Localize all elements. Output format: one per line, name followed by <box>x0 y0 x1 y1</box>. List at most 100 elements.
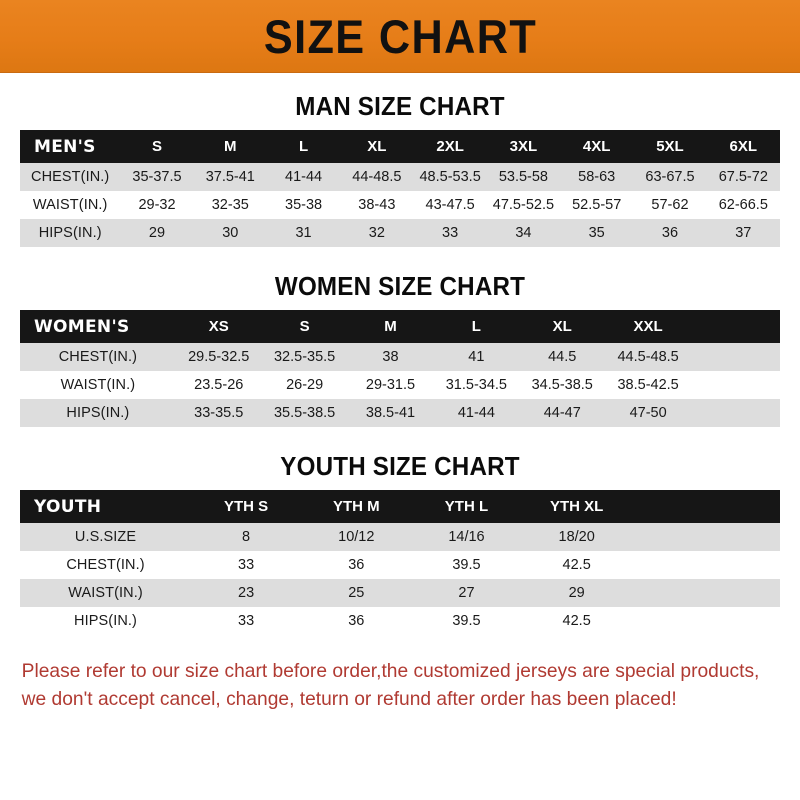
man-cell-r0-c1: 37.5-41 <box>205 169 255 185</box>
women-cell-r0-c0: 29.5-32.5 <box>188 349 250 365</box>
man-cell-r0-c3: 44-48.5 <box>352 169 402 185</box>
women-cell-r0-c1: 32.5-35.5 <box>273 349 336 365</box>
man-header-row: MEN'S S M L XL 2XL 3XL 4XL 5XL 6XL <box>20 130 780 163</box>
women-cell-r1-c4: 34.5-38.5 <box>531 377 593 393</box>
youth-cell-r3-c1: 36 <box>348 613 365 629</box>
youth-row-label-3: HIPS(IN.) <box>74 613 137 629</box>
section-youth: YOUTH SIZE CHART YOUTH YTH S YTH M YTH L YTH… <box>0 453 800 635</box>
man-corner-label: MEN'S <box>34 136 96 157</box>
youth-row-label-2: WAIST(IN.) <box>68 585 143 601</box>
women-table-head: WOMEN'S XS S M L XL XXL <box>20 310 780 343</box>
man-cell-r0-c0: 35-37.5 <box>132 169 182 185</box>
women-size-header-5: XXL <box>633 318 663 335</box>
table-row: HIPS(IN.) 29 30 31 32 33 34 35 36 37 <box>20 219 780 247</box>
section-title-man: MAN SIZE CHART <box>295 91 505 121</box>
order-policy-note-line-2: we don't accept cancel, change, teturn o… <box>21 688 677 711</box>
man-cell-r0-c4: 48.5-53.5 <box>419 169 481 185</box>
man-cell-r1-c5: 47.5-52.5 <box>492 197 555 213</box>
youth-cell-r3-c0: 33 <box>238 613 255 629</box>
youth-cell-r2-c1: 25 <box>348 585 365 601</box>
man-size-header-7: 5XL <box>656 138 684 155</box>
table-row: CHEST(IN.) 29.5-32.5 32.5-35.5 38 41 44.5 44.5… <box>20 343 780 371</box>
women-cell-spacer-r0 <box>691 343 780 371</box>
man-cell-r0-c7: 63-67.5 <box>645 169 695 185</box>
youth-header-spacer <box>632 490 780 523</box>
man-table-body: CHEST(IN.) 35-37.5 37.5-41 41-44 44-48.5 48.5… <box>20 163 780 247</box>
youth-row-label-1: CHEST(IN.) <box>66 557 145 573</box>
man-cell-r0-c2: 41-44 <box>285 169 323 185</box>
table-row: HIPS(IN.) 33 36 39.5 42.5 <box>20 607 780 635</box>
man-cell-r0-c5: 53.5-58 <box>498 169 548 185</box>
youth-header-row: YOUTH YTH S YTH M YTH L YTH XL <box>20 490 780 523</box>
man-cell-r0-c6: 58-63 <box>578 169 616 185</box>
youth-size-header-2: YTH L <box>444 498 489 515</box>
women-cell-r0-c3: 41 <box>468 349 485 365</box>
women-cell-spacer-r1 <box>691 371 780 399</box>
order-policy-note-line-1: Please refer to our size chart before or… <box>21 660 760 682</box>
youth-cell-r0-c0: 8 <box>242 529 251 545</box>
women-corner-label: WOMEN'S <box>34 316 130 337</box>
youth-cell-spacer-r2 <box>632 579 780 607</box>
youth-cell-r0-c2: 14/16 <box>448 529 485 545</box>
women-cell-r1-c1: 26-29 <box>286 377 324 393</box>
man-size-header-8: 6XL <box>729 138 758 155</box>
women-cell-r2-c0: 33-35.5 <box>194 405 244 421</box>
man-cell-r1-c2: 35-38 <box>285 197 323 213</box>
youth-cell-r1-c0: 33 <box>238 557 255 573</box>
women-cell-r1-c0: 23.5-26 <box>194 377 244 393</box>
women-cell-r2-c5: 47-50 <box>629 405 667 421</box>
youth-table-head: YOUTH YTH S YTH M YTH L YTH XL <box>20 490 780 523</box>
youth-size-table: YOUTH YTH S YTH M YTH L YTH XL U.S.SIZE 8 10/1… <box>20 490 780 635</box>
youth-cell-r2-c0: 23 <box>238 585 255 601</box>
man-cell-r2-c8: 37 <box>735 225 752 241</box>
table-row: WAIST(IN.) 23.5-26 26-29 29-31.5 31.5-34.5 34… <box>20 371 780 399</box>
women-cell-r1-c3: 31.5-34.5 <box>445 377 507 393</box>
table-row: CHEST(IN.) 35-37.5 37.5-41 41-44 44-48.5 48.5… <box>20 163 780 191</box>
man-row-label-1: WAIST(IN.) <box>32 197 108 213</box>
man-cell-r1-c8: 62-66.5 <box>718 197 768 213</box>
section-title-youth: YOUTH SIZE CHART <box>280 451 520 481</box>
youth-cell-r0-c1: 10/12 <box>338 529 375 545</box>
table-row: WAIST(IN.) 23 25 27 29 <box>20 579 780 607</box>
youth-size-header-0: YTH S <box>224 498 269 515</box>
man-size-header-4: 2XL <box>436 138 464 155</box>
man-cell-r1-c3: 38-43 <box>358 197 396 213</box>
women-cell-r2-c3: 41-44 <box>457 405 495 421</box>
man-cell-r2-c5: 34 <box>515 225 532 241</box>
man-size-header-1: M <box>224 138 237 155</box>
youth-cell-r2-c2: 27 <box>458 585 475 601</box>
youth-size-header-1: YTH M <box>332 498 380 515</box>
man-size-header-0: S <box>151 138 162 155</box>
page-title: SIZE CHART <box>263 9 537 63</box>
table-row: WAIST(IN.) 29-32 32-35 35-38 38-43 43-47.5 47.… <box>20 191 780 219</box>
man-cell-r2-c0: 29 <box>148 225 166 241</box>
man-cell-r1-c6: 52.5-57 <box>572 197 622 213</box>
man-cell-r1-c7: 57-62 <box>651 197 689 213</box>
order-policy-note: Please refer to our size chart before or… <box>0 657 788 714</box>
man-row-label-0: CHEST(IN.) <box>31 169 110 185</box>
women-cell-r2-c4: 44-47 <box>543 405 581 421</box>
women-size-header-2: M <box>384 318 397 335</box>
women-cell-r0-c2: 38 <box>382 349 399 365</box>
women-row-label-1: WAIST(IN.) <box>60 377 136 393</box>
section-man: MAN SIZE CHART MEN'S S M L XL 2XL 3XL 4XL 5XL 6XL… <box>0 93 800 247</box>
youth-cell-spacer-r0 <box>632 523 780 551</box>
women-cell-r2-c2: 38.5-41 <box>365 405 416 421</box>
women-cell-r0-c4: 44.5 <box>548 349 577 365</box>
women-size-header-1: S <box>299 318 310 335</box>
man-size-header-6: 4XL <box>582 138 611 155</box>
table-row: CHEST(IN.) 33 36 39.5 42.5 <box>20 551 780 579</box>
man-cell-r1-c1: 32-35 <box>211 197 249 213</box>
youth-cell-spacer-r1 <box>632 551 780 579</box>
women-row-label-2: HIPS(IN.) <box>66 405 130 421</box>
women-cell-r0-c5: 44.5-48.5 <box>617 349 679 365</box>
youth-cell-r0-c3: 18/20 <box>558 529 595 545</box>
section-women: WOMEN SIZE CHART WOMEN'S XS S M L XL XXL CHEST… <box>0 273 800 427</box>
man-row-label-2: HIPS(IN.) <box>38 225 102 241</box>
women-cell-r2-c1: 35.5-38.5 <box>273 405 336 421</box>
table-row: HIPS(IN.) 33-35.5 35.5-38.5 38.5-41 41-44 44-… <box>20 399 780 427</box>
man-size-header-2: L <box>298 138 309 155</box>
youth-cell-r1-c1: 36 <box>348 557 365 573</box>
man-cell-r2-c7: 36 <box>661 225 679 241</box>
women-cell-spacer-r2 <box>691 399 780 427</box>
